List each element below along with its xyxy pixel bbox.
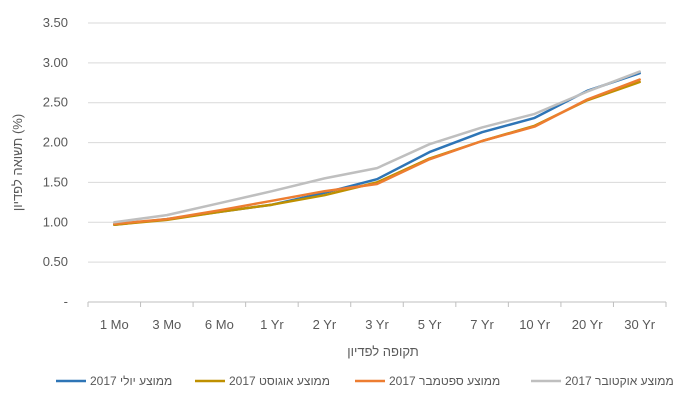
y-axis: - 0.50 1.00 1.50 2.00 2.50 3.00 3.50 (43, 15, 68, 309)
x-axis: 1 Mo 3 Mo 6 Mo 1 Yr 2 Yr 3 Yr 5 Yr 7 Yr 10 Yr 20 … (87, 302, 667, 332)
x-tick-label: 5 Yr (418, 317, 442, 332)
x-tick-label: 2 Yr (313, 317, 337, 332)
x-tick-label: 30 Yr (624, 317, 656, 332)
legend-label: ממוצע אוקטובר 2017 (565, 374, 674, 388)
x-tick-label: 6 Mo (205, 317, 234, 332)
x-axis-title: תקופה לפדיון (347, 344, 418, 359)
x-tick-label: 1 Mo (100, 317, 129, 332)
gridlines (88, 22, 666, 303)
series-line-4 (113, 70, 641, 224)
x-tick-label: 3 Yr (365, 317, 389, 332)
x-tick-label: 3 Mo (152, 317, 181, 332)
series-lines (113, 70, 641, 226)
y-tick-label: 1.00 (43, 214, 68, 229)
y-tick-label: 0.50 (43, 254, 68, 269)
x-tick-label: 1 Yr (260, 317, 284, 332)
y-tick-label: 3.50 (43, 15, 68, 30)
legend: ממוצע יולי 2017 ממוצע אוגוסט 2017 ממוצע ספ… (56, 374, 674, 388)
legend-label: ממוצע אוגוסט 2017 (229, 374, 330, 388)
series-line-3 (113, 78, 641, 226)
y-tick-label: 2.50 (43, 95, 68, 110)
x-tick-label: 20 Yr (572, 317, 604, 332)
legend-label: ממוצע ספטמבר 2017 (389, 374, 500, 388)
y-axis-title: תשואה לפדיון (%) (10, 114, 25, 211)
y-tick-label: - (64, 294, 68, 309)
y-tick-label: 2.00 (43, 135, 68, 150)
y-tick-label: 1.50 (43, 174, 68, 189)
y-tick-label: 3.00 (43, 55, 68, 70)
legend-label: ממוצע יולי 2017 (90, 374, 172, 388)
series-line-1 (113, 71, 641, 226)
x-tick-label: 7 Yr (470, 317, 494, 332)
x-tick-label: 10 Yr (519, 317, 551, 332)
